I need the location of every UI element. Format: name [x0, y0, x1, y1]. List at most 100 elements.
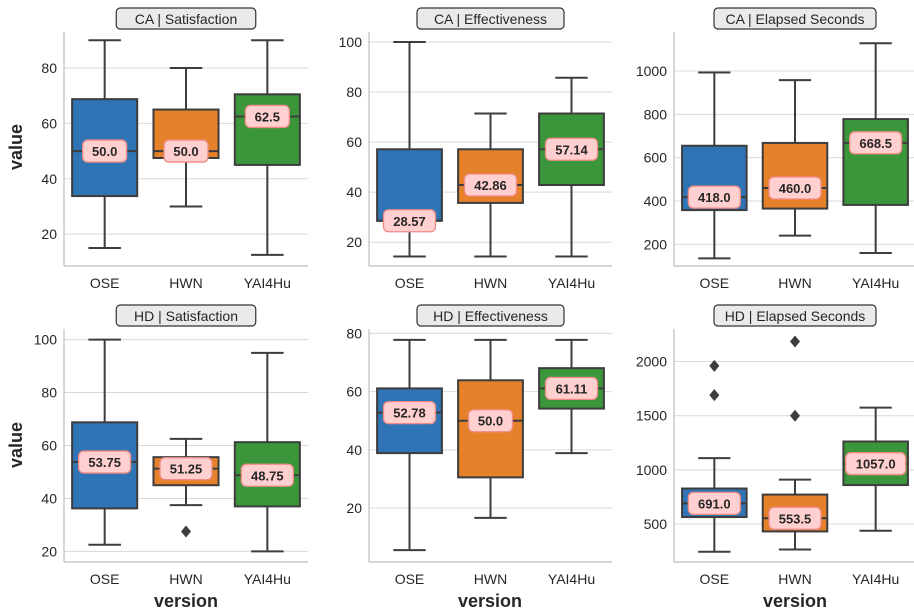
y-tick-label: 500 — [644, 516, 668, 532]
subplot-title-box — [416, 7, 565, 30]
y-tick-label: 40 — [41, 490, 57, 506]
y-tick-label: 1000 — [636, 63, 667, 79]
subplot-title: CA | Elapsed Seconds — [725, 11, 864, 27]
y-axis-label-bottom-row: value — [6, 422, 26, 468]
outlier-point — [790, 335, 800, 348]
median-value-badge — [382, 209, 437, 233]
x-tick-label: YAI4Hu — [244, 571, 291, 587]
subplot-title: CA | Satisfaction — [135, 11, 237, 27]
x-axis-label-col1: version — [154, 591, 218, 611]
y-tick-label: 20 — [346, 234, 362, 250]
median-value-badge — [78, 450, 132, 474]
median-value-label: 42.86 — [474, 178, 507, 193]
y-tick-label: 80 — [346, 84, 362, 100]
y-tick-label: 20 — [41, 543, 57, 559]
box-OSE — [376, 148, 443, 222]
subplot-4: 20 40 60 80 100 OSE HWN YAI4Hu 53.75 51.25 48.75 HD… — [34, 304, 308, 587]
x-tick-label: HWN — [778, 275, 811, 291]
y-tick-label: 80 — [41, 60, 57, 76]
subplot-2: 20 40 60 80 100 OSE HWN YAI4Hu 28.57 42.86 57.14 CA… — [339, 7, 612, 291]
subplot-title-box — [115, 304, 257, 327]
subplot-6: 500 1000 1500 2000 OSE HWN YAI4Hu 691.0 553.5 105… — [636, 304, 914, 587]
median-value-label: 50.0 — [173, 144, 198, 159]
x-tick-label: YAI4Hu — [548, 571, 595, 587]
subplot-3: 200 400 600 800 1000 OSE HWN YAI4Hu 418.0 460.0 66… — [636, 7, 914, 291]
median-value-badge — [244, 104, 290, 129]
y-tick-label: 60 — [346, 384, 362, 400]
subplot-title-box — [713, 7, 877, 30]
median-value-badge — [463, 173, 518, 197]
y-tick-label: 40 — [346, 442, 362, 458]
x-axis-label-col2: version — [458, 591, 522, 611]
y-tick-label: 600 — [644, 150, 668, 166]
subplot-5: 20 40 60 80 OSE HWN YAI4Hu 52.78 50.0 61.11 HD | E… — [346, 304, 612, 587]
x-tick-label: HWN — [169, 571, 202, 587]
median-value-label: 62.5 — [255, 109, 280, 124]
subplot-title-box — [416, 304, 565, 327]
subplot-title-box — [115, 7, 257, 30]
x-tick-label: HWN — [474, 275, 507, 291]
y-tick-label: 40 — [346, 184, 362, 200]
x-tick-label: YAI4Hu — [548, 275, 595, 291]
median-value-badge — [467, 409, 514, 433]
median-value-badge — [687, 491, 741, 516]
subplot-title: CA | Effectiveness — [434, 11, 547, 27]
median-value-label: 48.75 — [251, 468, 284, 483]
y-tick-label: 20 — [41, 226, 57, 242]
y-tick-label: 80 — [346, 325, 362, 341]
y-tick-label: 60 — [41, 115, 57, 131]
x-axis-label-col3: version — [763, 591, 827, 611]
outlier-point — [709, 389, 720, 402]
median-value-label: 28.57 — [393, 214, 426, 229]
x-tick-label: OSE — [700, 571, 730, 587]
median-value-badge — [240, 463, 294, 487]
y-tick-label: 80 — [41, 385, 57, 401]
x-tick-label: OSE — [90, 275, 120, 291]
median-value-label: 57.14 — [555, 142, 588, 157]
subplot-title: HD | Effectiveness — [433, 308, 548, 324]
median-value-label: 51.25 — [170, 462, 203, 477]
subplot-title: HD | Elapsed Seconds — [725, 308, 866, 324]
median-value-label: 553.5 — [779, 511, 812, 526]
x-tick-label: YAI4Hu — [852, 275, 899, 291]
y-tick-label: 20 — [346, 500, 362, 516]
median-value-badge — [163, 139, 209, 163]
x-tick-label: YAI4Hu — [852, 571, 899, 587]
median-value-label: 50.0 — [92, 144, 117, 159]
y-tick-label: 1000 — [636, 462, 667, 478]
median-value-badge — [544, 137, 599, 161]
median-value-badge — [768, 176, 822, 200]
median-value-badge — [768, 506, 822, 530]
y-tick-label: 100 — [34, 332, 58, 348]
median-value-label: 418.0 — [698, 190, 731, 205]
x-tick-label: HWN — [474, 571, 507, 587]
x-tick-label: OSE — [395, 275, 425, 291]
x-tick-label: OSE — [395, 571, 425, 587]
x-tick-label: YAI4Hu — [244, 275, 291, 291]
y-tick-label: 100 — [339, 34, 363, 50]
y-tick-label: 400 — [644, 193, 668, 209]
subplot-title: HD | Satisfaction — [134, 308, 238, 324]
median-value-badge — [82, 139, 128, 163]
y-tick-label: 60 — [346, 134, 362, 150]
median-value-badge — [845, 452, 907, 476]
y-axis-label-top-row: value — [6, 124, 26, 170]
median-value-badge — [544, 376, 599, 401]
median-value-label: 61.11 — [556, 381, 588, 396]
x-tick-label: OSE — [700, 275, 730, 291]
x-tick-label: HWN — [169, 275, 202, 291]
x-tick-label: HWN — [778, 571, 811, 587]
median-value-label: 52.78 — [393, 406, 426, 421]
y-tick-label: 40 — [41, 171, 57, 187]
subplot-title-box — [713, 304, 877, 327]
median-value-label: 1057.0 — [856, 457, 896, 472]
y-tick-label: 800 — [644, 106, 668, 122]
median-value-badge — [687, 185, 741, 209]
y-tick-label: 2000 — [636, 354, 667, 370]
outlier-point — [709, 359, 720, 372]
subplot-1: 20 40 60 80 OSE HWN YAI4Hu 50.0 50.0 62.5 CA | Sat… — [41, 7, 308, 291]
median-value-badge — [382, 400, 437, 425]
median-value-badge — [159, 457, 213, 481]
y-tick-label: 1500 — [636, 408, 667, 424]
